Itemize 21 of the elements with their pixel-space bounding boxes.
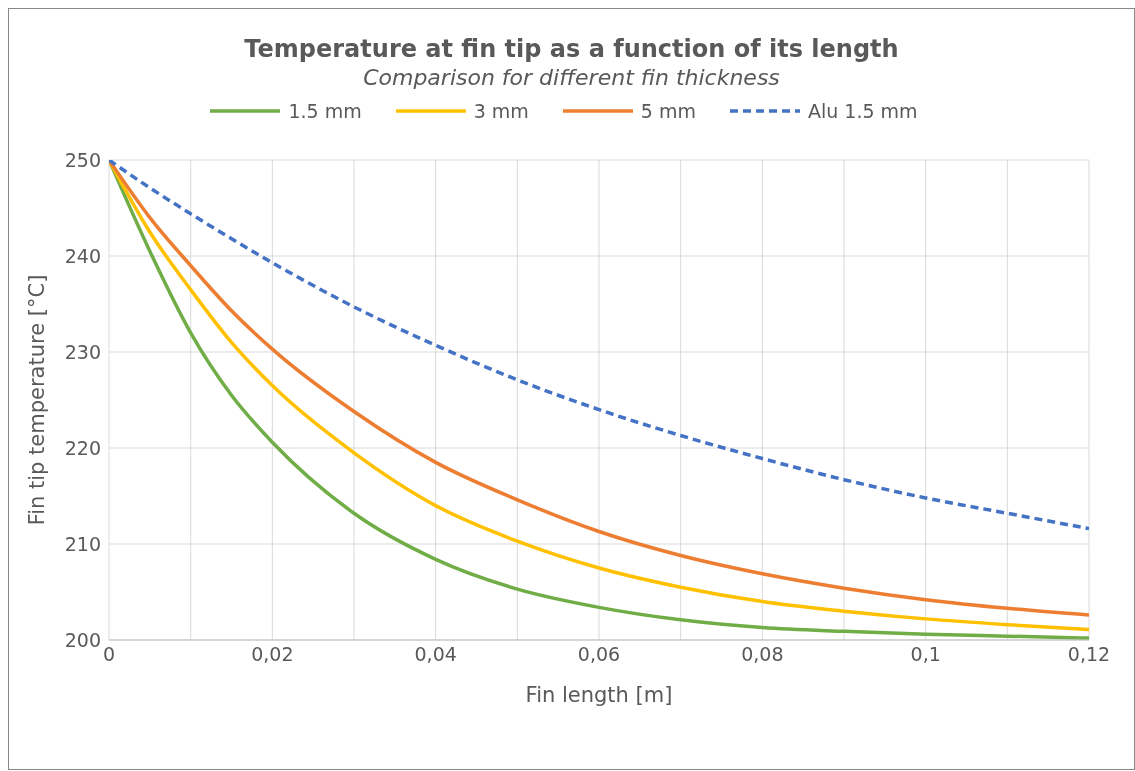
- y-tick-label: 230: [64, 340, 101, 363]
- x-tick-label: 0: [102, 643, 116, 666]
- chart-subtitle: Comparison for different fin thickness: [362, 65, 781, 90]
- x-tick-label: 0,08: [741, 643, 784, 666]
- x-tick-label: 0,12: [1067, 643, 1111, 666]
- y-tick-label: 240: [64, 244, 101, 267]
- x-tick-label: 0,06: [577, 643, 621, 666]
- y-axis-title: Fin tip temperature [°C]: [25, 274, 50, 526]
- y-tick-label: 250: [64, 148, 101, 171]
- y-tick-label: 220: [64, 436, 101, 459]
- legend-label: Alu 1.5 mm: [806, 100, 918, 122]
- x-tick-label: 0,02: [251, 643, 294, 666]
- y-tick-label: 210: [64, 532, 101, 555]
- chart-title: Temperature at fin tip as a function of its length: [243, 35, 900, 63]
- legend-label: 1.5 mm: [287, 100, 362, 122]
- legend-label: 3 mm: [472, 100, 529, 122]
- x-tick-label: 0,1: [910, 643, 941, 666]
- legend-label: 5 mm: [639, 100, 696, 122]
- x-tick-label: 0,04: [414, 643, 457, 666]
- x-axis-title: Fin length [m]: [525, 683, 673, 707]
- y-tick-label: 200: [64, 628, 101, 651]
